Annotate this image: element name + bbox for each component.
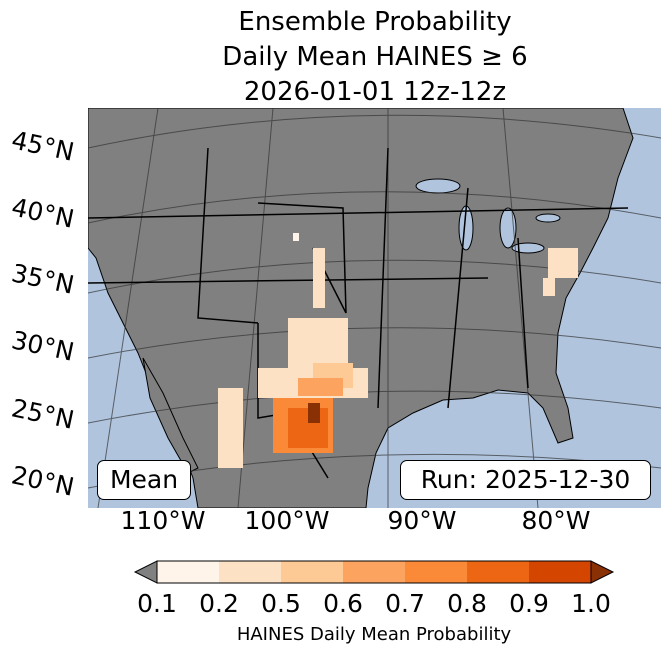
title-line-2: Daily Mean HAINES ≥ 6 (222, 42, 528, 72)
great-lakes (415, 178, 561, 254)
lon-label-90: 90°W (387, 506, 457, 535)
lat-label-40: 40°N (8, 192, 77, 234)
colorbar-segment (529, 561, 591, 583)
colorbar-segment (281, 561, 343, 583)
title-line-1: Ensemble Probability (238, 7, 512, 37)
title-line-3: 2026-01-01 12z-12z (243, 77, 507, 107)
lat-label-20: 20°N (8, 460, 77, 502)
colorbar-tick-label: 0.5 (261, 589, 301, 618)
colorbar-segment (157, 561, 219, 583)
colorbar-label: HAINES Daily Mean Probability (236, 624, 512, 645)
colorbar-tick-label: 1.0 (571, 589, 611, 618)
lon-label-110: 110°W (120, 506, 206, 535)
probability-map (88, 108, 661, 508)
colorbar (133, 560, 615, 584)
lon-label-80: 80°W (521, 506, 591, 535)
lon-label-100: 100°W (244, 506, 330, 535)
colorbar-tick-label: 0.6 (323, 589, 363, 618)
colorbar-outline (156, 560, 592, 584)
lat-label-45: 45°N (8, 125, 77, 167)
colorbar-tick-label: 0.8 (447, 589, 487, 618)
lat-label-25: 25°N (8, 393, 77, 435)
graticule (88, 108, 661, 508)
colorbar-tick-label: 0.1 (137, 589, 177, 618)
run-date-box: Run: 2025-12-30 (400, 460, 651, 500)
probability-cells (218, 233, 578, 468)
colorbar-segment (467, 561, 529, 583)
lat-label-30: 30°N (8, 325, 77, 367)
colorbar-segment (219, 561, 281, 583)
lat-label-35: 35°N (8, 258, 77, 300)
colorbar-tick-label: 0.2 (199, 589, 239, 618)
colorbar-segment (405, 561, 467, 583)
colorbar-tick-label: 0.9 (509, 589, 549, 618)
colorbar-over-arrow (590, 560, 615, 584)
mean-label-box: Mean (97, 460, 191, 500)
colorbar-under-arrow (133, 560, 158, 584)
colorbar-segment (343, 561, 405, 583)
colorbar-tick-label: 0.7 (385, 589, 425, 618)
